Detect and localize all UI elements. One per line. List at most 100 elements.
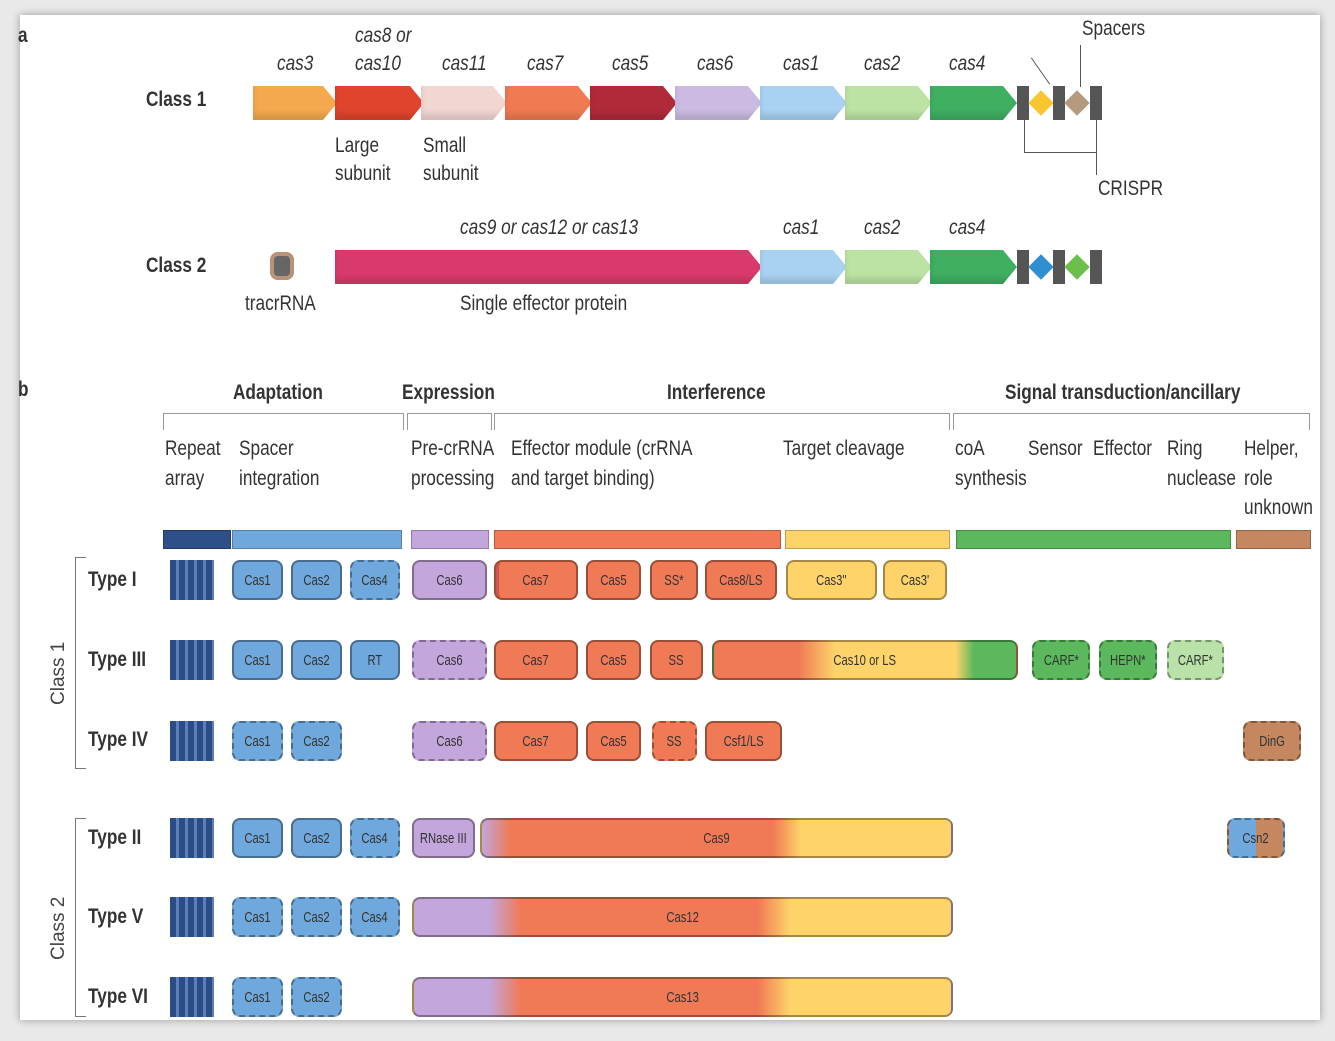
gene-label: cas4 (949, 52, 986, 75)
repeat-array-icon (170, 897, 214, 937)
gene-cas3 (253, 86, 337, 120)
sub-label: Effector (1093, 437, 1153, 460)
sub-label: processing (411, 467, 495, 490)
protein-box: HEPN* (1099, 640, 1157, 680)
crispr-repeat (1053, 86, 1065, 120)
protein-box: SS (652, 721, 697, 761)
protein-box: CARF* (1032, 640, 1090, 680)
sub-label: synthesis (955, 467, 1027, 490)
protein-box: Cas2 (291, 818, 342, 858)
protein-box: Cas1 (232, 818, 283, 858)
protein-box: DinG (1243, 721, 1301, 761)
gene-cas4 (930, 250, 1017, 284)
bracket (494, 413, 950, 430)
gene-cas1 (760, 86, 847, 120)
gene-label: cas2 (864, 52, 901, 75)
sub-label: and target binding) (511, 467, 655, 490)
protein-box: Cas7 (494, 560, 578, 600)
repeat-array-icon (170, 721, 214, 761)
protein-box: Cas2 (291, 640, 342, 680)
repeat-array-icon (170, 640, 214, 680)
sub-label: unknown (1244, 496, 1313, 519)
header-signal: Signal transduction/ancillary (1005, 381, 1241, 404)
protein-box: Cas5 (586, 560, 641, 600)
sub-label: Helper, (1244, 437, 1299, 460)
category-bar (163, 530, 231, 549)
gene-cas11 (421, 86, 507, 120)
protein-box: Cas6 (412, 640, 487, 680)
type-label: Type VI (88, 985, 148, 1008)
repeat-array-icon (170, 977, 214, 1017)
gene-cas7 (505, 86, 592, 120)
protein-box: Csn2 (1227, 818, 1285, 858)
category-bar (956, 530, 1231, 549)
figure-card (20, 15, 1320, 1020)
protein-box: Cas13 (412, 977, 953, 1017)
bracket (163, 413, 404, 430)
protein-box: Cas1 (232, 897, 283, 937)
crispr-label: CRISPR (1098, 177, 1164, 200)
class1-label: Class 1 (146, 88, 207, 111)
tracrrna-label: tracrRNA (245, 292, 316, 315)
bracket (407, 413, 492, 430)
gene-label: cas2 (864, 216, 901, 239)
type-label: Type V (88, 905, 144, 928)
protein-box: Cas3' (883, 560, 947, 600)
protein-box: SS (650, 640, 703, 680)
category-bar (1236, 530, 1311, 549)
crispr-bracket (1096, 120, 1097, 175)
category-bar (785, 530, 950, 549)
protein-box: Cas2 (291, 560, 342, 600)
header-interference: Interference (667, 381, 766, 404)
gene-cas6 (675, 86, 762, 120)
protein-box: Cas6 (412, 721, 487, 761)
crispr-repeat (1017, 250, 1029, 284)
sub-label: Target cleavage (783, 437, 905, 460)
panel-b-label: b (18, 378, 29, 401)
protein-box: Cas12 (412, 897, 953, 937)
protein-box: Cas7 (494, 640, 578, 680)
protein-box: Cas10 or LS (712, 640, 1018, 680)
protein-box: Cas1 (232, 977, 283, 1017)
protein-box: RNase III (412, 818, 475, 858)
gene-label: cas11 (442, 52, 487, 75)
sub-label: Ring (1167, 437, 1203, 460)
gene-label: cas4 (949, 216, 986, 239)
class1-bracket (75, 557, 86, 769)
gene-label: cas9 or cas12 or cas13 (460, 216, 639, 239)
protein-box: Cas5 (586, 640, 641, 680)
type-label: Type II (88, 826, 142, 849)
small-subunit-label: subunit (423, 162, 479, 185)
repeat-array-icon (170, 560, 214, 600)
category-bar (494, 530, 781, 549)
gene-effector (335, 250, 762, 284)
gene-cas5 (590, 86, 677, 120)
protein-box: RT (350, 640, 400, 680)
protein-box: Csf1/LS (705, 721, 782, 761)
type-label: Type I (88, 568, 137, 591)
crispr-repeat (1017, 86, 1029, 120)
protein-box: CARF* (1167, 640, 1224, 680)
crispr-repeat (1090, 86, 1102, 120)
crispr-bracket (1024, 152, 1096, 153)
type-label: Type IV (88, 728, 148, 751)
sub-label: Pre-crRNA (411, 437, 495, 460)
protein-box: Cas7 (494, 721, 578, 761)
spacers-label: Spacers (1082, 17, 1146, 40)
protein-box: Cas4 (350, 818, 400, 858)
large-subunit-label: subunit (335, 162, 391, 185)
protein-box: Cas3'' (786, 560, 877, 600)
crispr-repeat (1053, 250, 1065, 284)
category-bar (232, 530, 402, 549)
small-subunit-label: Small (423, 134, 467, 157)
gene-label: cas6 (697, 52, 734, 75)
header-adaptation: Adaptation (233, 381, 323, 404)
protein-box: Cas1 (232, 640, 283, 680)
large-subunit-label: Large (335, 134, 380, 157)
protein-box: Cas4 (350, 560, 400, 600)
protein-box: Cas2 (291, 977, 342, 1017)
bracket (953, 413, 1310, 430)
sub-label: Sensor (1028, 437, 1083, 460)
single-effector-label: Single effector protein (460, 292, 628, 315)
category-bar (411, 530, 489, 549)
